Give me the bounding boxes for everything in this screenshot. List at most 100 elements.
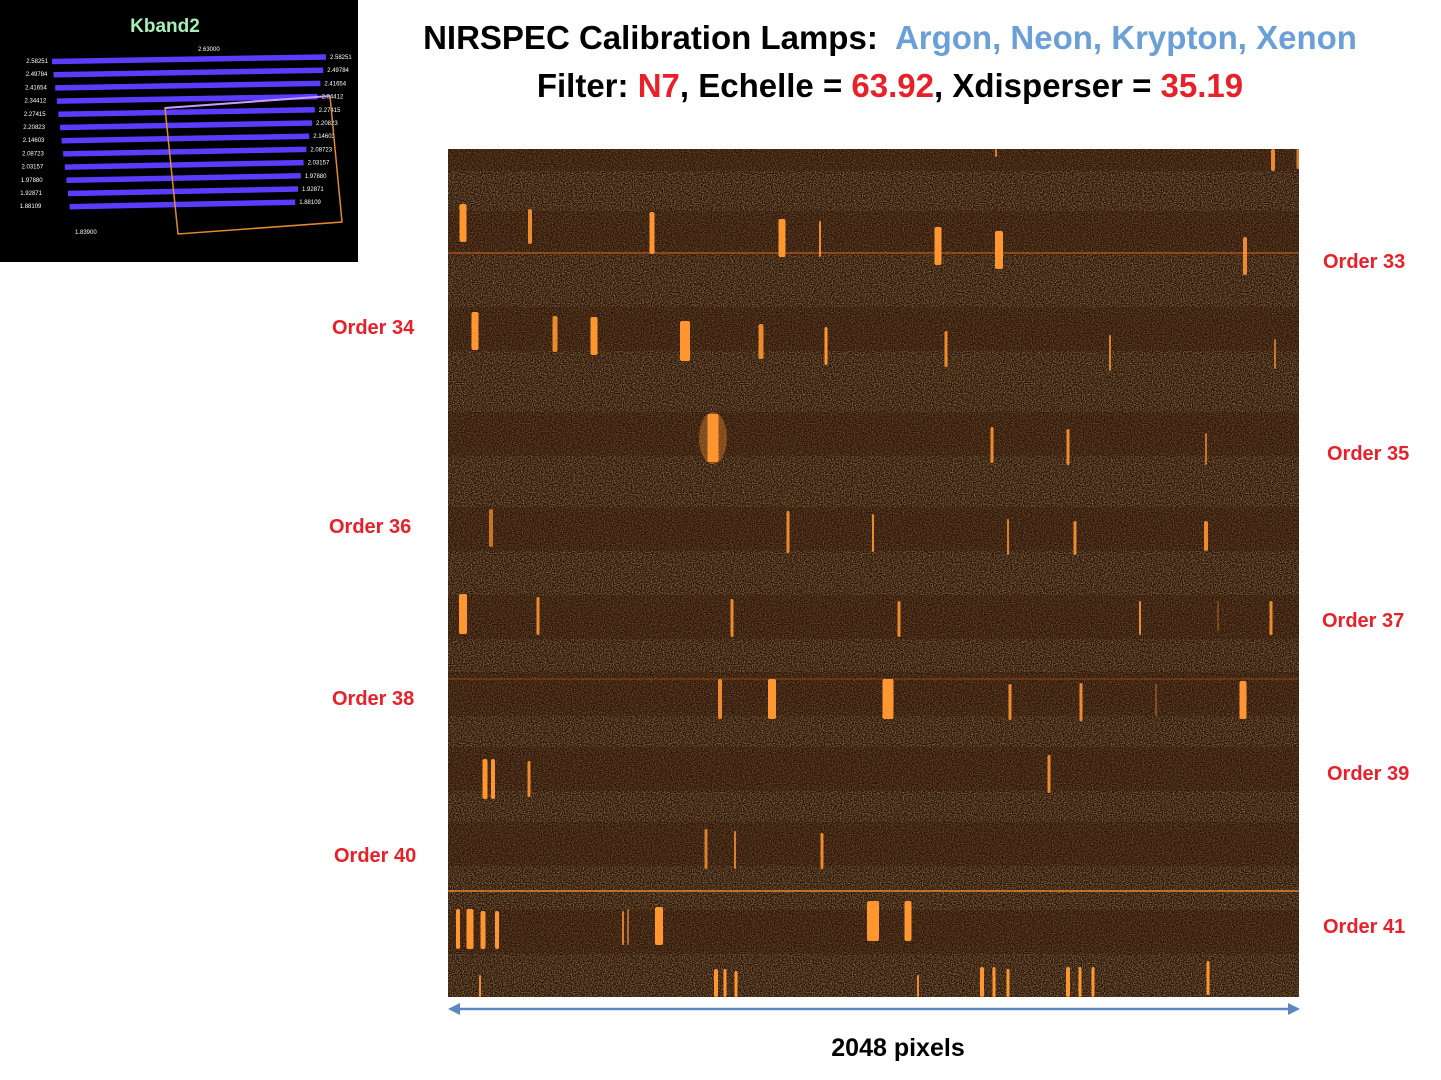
emission-line [680,321,690,361]
inset-left-wavelength: 2.14603 [23,138,45,144]
inset-right-wavelength: 2.34412 [322,95,344,101]
emission-line [723,969,727,997]
emission-line [459,594,467,634]
emission-line [649,212,655,254]
inset-right-wavelength: 2.20823 [316,121,338,127]
order-band [448,412,1299,456]
filter-label: Filter: [536,67,629,104]
emission-line [980,967,984,997]
emission-line [882,679,894,719]
inset-left-wavelength: 2.03157 [21,165,43,171]
inset-order-bar [58,107,315,118]
emission-line [1239,681,1247,719]
emission-line [466,909,474,949]
emission-line [897,601,901,637]
emission-line [734,831,736,869]
echelle-format-inset: Kband2 2.63000 1.83900 2.58251 2.58251 2.4… [0,0,358,262]
emission-line [768,679,776,719]
inset-right-wavelength: 2.14603 [313,134,335,140]
inset-order-bar [59,120,313,131]
emission-line [1269,601,1273,635]
inset-order-bar [69,199,296,210]
emission-line [495,911,499,949]
emission-line [872,514,874,552]
inset-order-bar [55,80,321,91]
inset-order-bar [61,133,310,144]
echelle-label: Echelle = [698,67,843,104]
emission-line [1006,969,1010,997]
xdisperser-label: Xdisperser = [952,67,1152,104]
emission-line [786,511,790,553]
emission-line [622,911,624,945]
emission-line [1204,521,1208,551]
emission-line [1066,967,1070,997]
emission-line [655,907,663,945]
emission-line [820,833,824,869]
emission-line [482,759,488,799]
inset-left-wavelength: 2.08723 [22,151,44,157]
detector-image [448,149,1299,997]
emission-line [1091,967,1095,997]
emission-line [456,909,460,949]
title-line-2: Filter: N7, Echelle = 63.92, Xdisperser … [536,67,1244,104]
emission-line [1217,601,1219,631]
inset-left-wavelength: 2.20823 [23,125,45,131]
emission-line [1007,519,1009,555]
emission-line [1079,683,1083,721]
order-band [448,747,1299,791]
calibration-spectrum-image [448,149,1299,997]
emission-line [1205,433,1207,465]
inset-order-bar [63,146,307,157]
order-band [448,211,1299,255]
emission-line [590,317,598,355]
emission-line [627,909,629,945]
pixel-extent-arrow [446,999,1302,1019]
emission-line [1109,335,1111,371]
emission-line [704,829,708,869]
emission-line [1078,967,1082,997]
order-label-41: Order 41 [1323,916,1406,938]
emission-line [1155,684,1157,716]
slide-title: NIRSPEC Calibration Lamps: Argon, Neon, … [380,14,1400,110]
inset-left-wavelength: 2.34412 [24,99,46,105]
lamp-list: Argon, Neon, Krypton, Xenon [894,19,1357,56]
emission-line [1047,755,1051,793]
emission-line [1073,521,1077,555]
inset-left-wavelength: 2.27415 [24,112,46,118]
emission-line [934,227,942,265]
emission-line [944,331,948,367]
inset-right-wavelength: 2.03157 [308,161,330,167]
inset-order-bar [56,93,318,104]
emission-line [1243,237,1247,275]
inset-top-label: 2.63000 [198,47,220,53]
inset-right-wavelength: 2.41654 [324,81,346,87]
emission-line [1271,149,1275,171]
inset-title: Kband2 [130,16,200,37]
inset-right-wavelength: 1.92871 [302,187,324,193]
emission-line [1139,601,1141,635]
echelle-value: 63.92 [851,67,934,104]
inset-order-bar [66,173,301,184]
inset-left-wavelength: 2.49784 [26,72,48,78]
footprint-top-highlight [164,95,331,109]
order-label-38: Order 38 [332,688,415,710]
emission-line [778,219,786,257]
inset-order-bar [51,54,327,65]
title-prefix: NIRSPEC Calibration Lamps: [423,19,878,56]
emission-line [995,231,1003,269]
emission-line [536,597,540,635]
emission-line [1296,149,1299,169]
emission-line [730,599,734,637]
emission-line [734,971,738,997]
inset-right-wavelength: 1.88109 [299,200,321,206]
emission-line [1066,429,1070,465]
emission-line [1008,684,1012,720]
inset-left-wavelength: 1.88109 [20,204,42,210]
inset-left-wavelength: 2.58251 [26,59,48,65]
inset-order-bar [67,186,299,197]
emission-line [707,414,719,462]
emission-line [491,759,495,799]
emission-line [867,901,879,941]
emission-line [1274,339,1276,369]
emission-line [489,509,493,547]
